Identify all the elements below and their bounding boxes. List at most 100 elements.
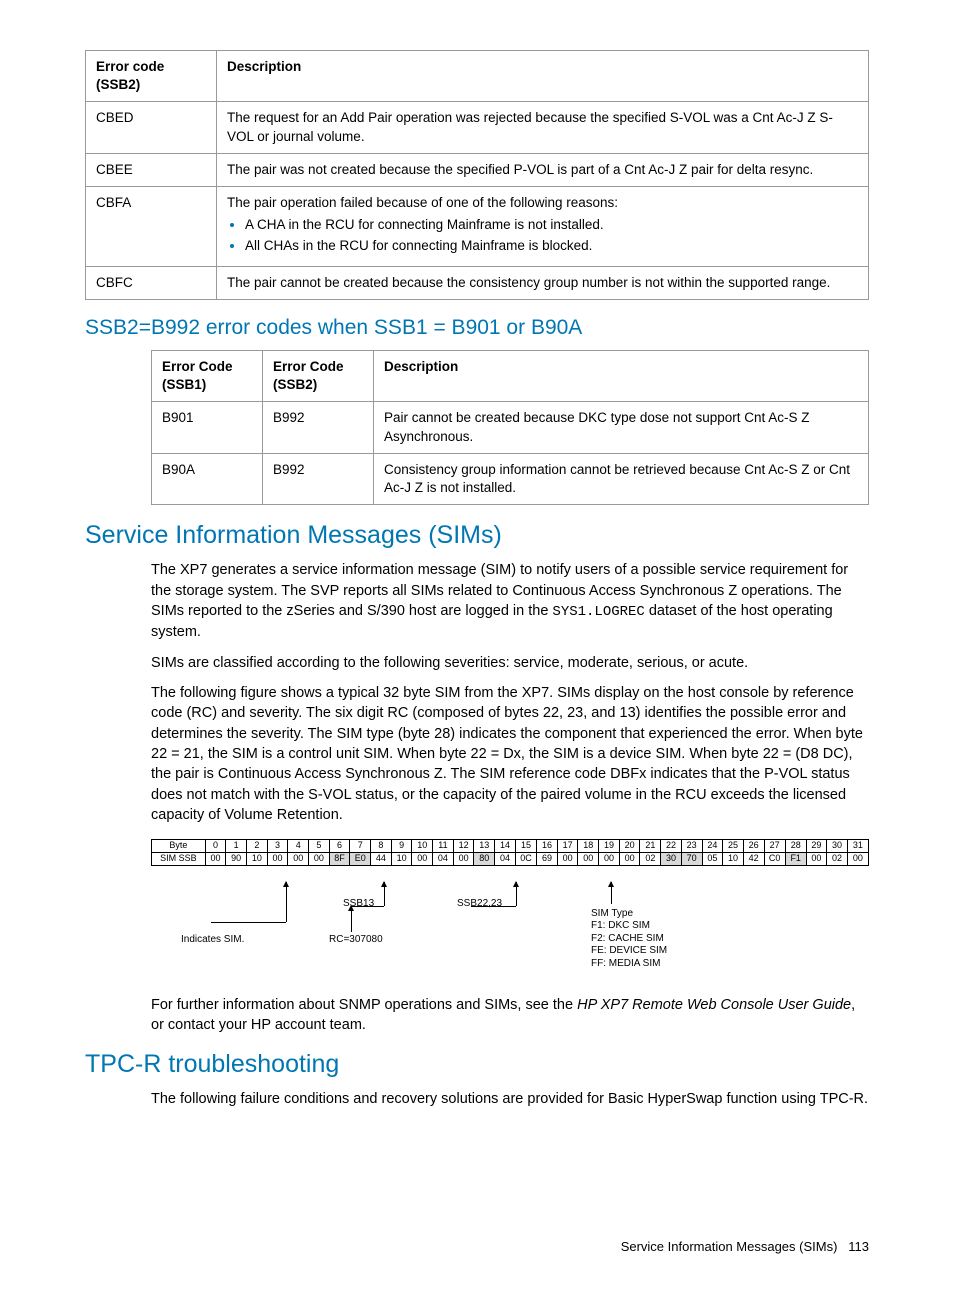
annot-sim-type: SIM TypeF1: DKC SIMF2: CACHE SIMFE: DEVI… [591, 908, 667, 971]
byte-value: 10 [391, 853, 412, 866]
col-header: Description [217, 51, 869, 102]
table-row: CBFC The pair cannot be created because … [86, 266, 869, 299]
byte-index: 6 [329, 840, 350, 853]
text: For further information about SNMP opera… [151, 997, 577, 1013]
heading-tpcr: TPC-R troubleshooting [85, 1050, 869, 1079]
cell: B992 [263, 402, 374, 453]
byte-value: 04 [495, 853, 516, 866]
byte-value: 70 [681, 853, 702, 866]
byte-value: 10 [247, 853, 268, 866]
byte-value: 42 [743, 853, 764, 866]
page-footer: Service Information Messages (SIMs) 113 [85, 1119, 869, 1254]
cell-code: CBFA [86, 187, 217, 267]
byte-index: 11 [433, 840, 454, 853]
citation: HP XP7 Remote Web Console User Guide [577, 997, 851, 1013]
cell-desc: The pair cannot be created because the c… [217, 266, 869, 299]
paragraph: The following figure shows a typical 32 … [151, 683, 869, 825]
code-text: SYS1.LOGREC [552, 604, 644, 620]
error-code-table: Error code (SSB2) Description CBED The r… [85, 50, 869, 300]
byte-value: 69 [537, 853, 558, 866]
byte-value: 00 [578, 853, 599, 866]
byte-index: 17 [557, 840, 578, 853]
byte-index: 24 [702, 840, 723, 853]
byte-index: 30 [827, 840, 848, 853]
cell: Pair cannot be created because DKC type … [374, 402, 869, 453]
byte-index: 27 [764, 840, 785, 853]
byte-index: 22 [661, 840, 682, 853]
byte-value: 00 [847, 853, 868, 866]
byte-index: 10 [412, 840, 433, 853]
byte-value: 00 [599, 853, 620, 866]
byte-value: 00 [453, 853, 474, 866]
byte-value: 05 [702, 853, 723, 866]
byte-index: 20 [619, 840, 640, 853]
byte-value: 8F [329, 853, 350, 866]
ssb-table: Error Code (SSB1) Error Code (SSB2) Desc… [151, 350, 869, 505]
byte-index: 14 [495, 840, 516, 853]
byte-value: F1 [785, 853, 806, 866]
heading-sims: Service Information Messages (SIMs) [85, 521, 869, 550]
byte-index: 5 [309, 840, 330, 853]
byte-index: 19 [599, 840, 620, 853]
table-row: B901 B992 Pair cannot be created because… [152, 402, 869, 453]
list-item: All CHAs in the RCU for connecting Mainf… [245, 237, 858, 255]
byte-value: 00 [412, 853, 433, 866]
byte-index: 25 [723, 840, 744, 853]
byte-value: 02 [640, 853, 661, 866]
byte-value: 00 [205, 853, 226, 866]
paragraph: SIMs are classified according to the fol… [151, 653, 869, 673]
paragraph: The XP7 generates a service information … [151, 560, 869, 642]
byte-index: 2 [247, 840, 268, 853]
byte-value: 02 [827, 853, 848, 866]
byte-index: 8 [371, 840, 392, 853]
byte-value: 00 [309, 853, 330, 866]
table-row: CBED The request for an Add Pair operati… [86, 102, 869, 153]
byte-index: 13 [474, 840, 495, 853]
col-header: Description [374, 350, 869, 401]
annot-rc: RC=307080 [329, 934, 383, 947]
byte-header-label: Byte [152, 840, 206, 853]
desc-intro: The pair operation failed because of one… [227, 195, 618, 210]
byte-value: 90 [226, 853, 247, 866]
cell: B901 [152, 402, 263, 453]
byte-value: 00 [288, 853, 309, 866]
table-row: CBEE The pair was not created because th… [86, 153, 869, 186]
col-header: Error Code (SSB1) [152, 350, 263, 401]
cell: Consistency group information cannot be … [374, 453, 869, 504]
byte-index: 23 [681, 840, 702, 853]
heading-ssb2: SSB2=B992 error codes when SSB1 = B901 o… [85, 316, 869, 340]
byte-value: E0 [350, 853, 371, 866]
byte-value: 04 [433, 853, 454, 866]
col-header: Error code (SSB2) [86, 51, 217, 102]
col-header: Error Code (SSB2) [263, 350, 374, 401]
cell-code: CBEE [86, 153, 217, 186]
byte-index: 3 [267, 840, 288, 853]
byte-index: 28 [785, 840, 806, 853]
byte-index: 7 [350, 840, 371, 853]
byte-value: 00 [557, 853, 578, 866]
byte-value: 00 [267, 853, 288, 866]
sim-byte-figure: Byte012345678910111213141516171819202122… [85, 839, 869, 977]
list-item: A CHA in the RCU for connecting Mainfram… [245, 216, 858, 234]
byte-index: 12 [453, 840, 474, 853]
byte-value: 30 [661, 853, 682, 866]
annot-ssb2223: SSB22,23 [457, 898, 502, 911]
annot-indicates-sim: Indicates SIM. [181, 934, 244, 947]
cell-desc: The request for an Add Pair operation wa… [217, 102, 869, 153]
byte-index: 4 [288, 840, 309, 853]
cell: B992 [263, 453, 374, 504]
byte-index: 1 [226, 840, 247, 853]
byte-index: 31 [847, 840, 868, 853]
byte-index: 18 [578, 840, 599, 853]
cell-desc: The pair operation failed because of one… [217, 187, 869, 267]
byte-index: 16 [537, 840, 558, 853]
byte-index: 21 [640, 840, 661, 853]
page-number: 113 [848, 1239, 869, 1254]
cell-code: CBFC [86, 266, 217, 299]
footer-title: Service Information Messages (SIMs) [621, 1239, 838, 1254]
byte-value: 0C [515, 853, 536, 866]
byte-value: 00 [619, 853, 640, 866]
byte-index: 29 [806, 840, 827, 853]
byte-value: C0 [764, 853, 785, 866]
cell-desc: The pair was not created because the spe… [217, 153, 869, 186]
